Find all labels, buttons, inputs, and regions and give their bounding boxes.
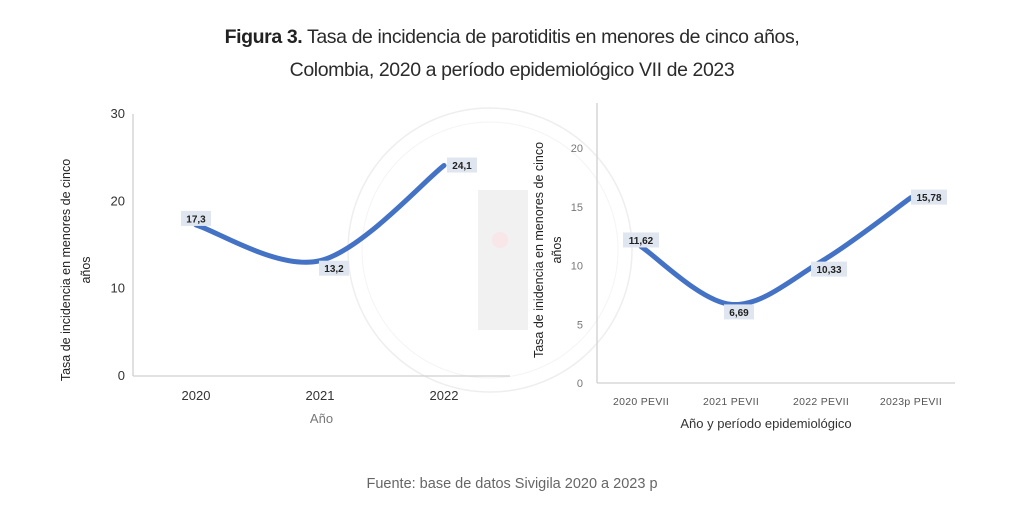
data-label: 6,69 <box>729 308 749 319</box>
data-label-box <box>319 260 349 276</box>
figure-title-text: Tasa de incidencia de parotiditis en men… <box>306 26 800 48</box>
data-label-box <box>181 210 211 226</box>
x-tick-label: 2022 PEVII <box>793 396 849 408</box>
y-tick-label: 15 <box>571 202 583 214</box>
x-tick-label: 2023p PEVII <box>880 396 942 408</box>
y-tick-label: 30 <box>111 106 125 121</box>
y-axis-title-line1: Tasa de incidencia en menores de cinco <box>59 159 73 381</box>
y-tick-label: 5 <box>577 319 583 331</box>
source-footer: Fuente: base de datos Sivigila 2020 a 20… <box>366 476 658 492</box>
chart-left: 0 10 20 30 2020 2021 2022 Año Tasa de incidencia… <box>59 106 510 426</box>
data-label: 15,78 <box>916 193 941 204</box>
figure-number: Figura 3. <box>224 26 303 48</box>
figure-title-line2: Colombia, 2020 a período epidemiológico … <box>289 59 735 81</box>
x-tick-label: 2020 PEVII <box>613 396 669 408</box>
figure-title-line1: Figura 3. Tasa de incidencia de parotidi… <box>0 26 1024 49</box>
watermark-seal <box>347 107 633 393</box>
y-tick-label: 10 <box>111 281 125 296</box>
y-tick-label: 20 <box>111 193 125 208</box>
data-label-box <box>724 304 754 320</box>
data-label-box <box>447 157 477 173</box>
x-tick-label: 2020 <box>182 388 211 403</box>
y-tick-label: 10 <box>571 261 583 273</box>
y-tick-label: 20 <box>571 143 583 155</box>
data-label-box <box>911 189 947 205</box>
x-axis-title: Año y período epidemiológico <box>680 416 851 431</box>
y-axis-title-line1: Tasa de inidencia en menores de cinco <box>532 142 546 358</box>
x-tick-label: 2021 PEVII <box>703 396 759 408</box>
y-tick-label: 0 <box>577 378 583 390</box>
data-label: 17,3 <box>186 214 206 225</box>
data-label: 10,33 <box>816 265 841 276</box>
data-label: 11,62 <box>629 236 654 247</box>
x-tick-label: 2021 <box>306 388 335 403</box>
series-line <box>638 195 914 307</box>
data-label-box <box>623 232 659 248</box>
data-label: 13,2 <box>324 264 344 275</box>
data-label-box <box>811 261 847 277</box>
x-tick-label: 2022 <box>430 388 459 403</box>
series-line <box>193 163 447 265</box>
y-tick-label: 0 <box>118 368 125 383</box>
y-axis-title-line2: años <box>550 236 564 263</box>
y-axis-title-line2: años <box>79 256 93 283</box>
data-label: 24,1 <box>452 161 472 172</box>
x-axis-title: Año <box>310 411 333 426</box>
chart-right: 0 5 10 15 20 2020 PEVII 2021 PEVII 2022 PEVII 20… <box>532 103 955 431</box>
